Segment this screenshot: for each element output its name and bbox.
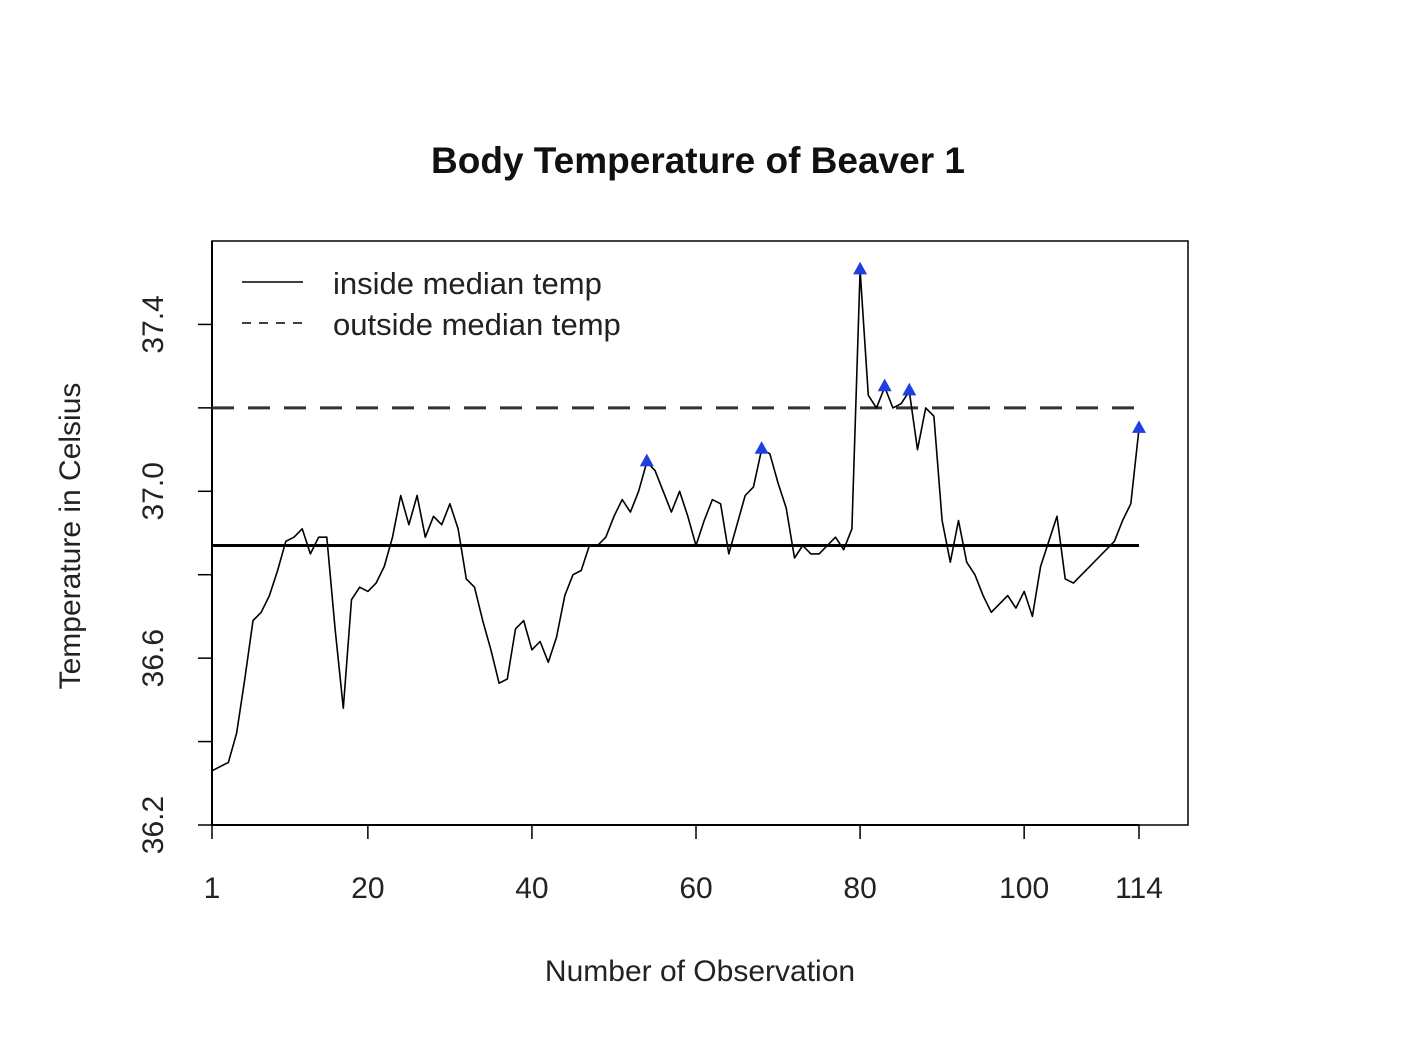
legend-entry-inside-median: inside median temp [333,266,602,301]
highlight-point-83 [877,378,892,392]
x-tick-label-80: 80 [843,872,876,905]
highlighted-points [639,261,1146,467]
x-tick-label-20: 20 [351,872,384,905]
x-tick-label-114: 114 [1115,872,1163,905]
y-tick-label-37.4: 37.4 [137,295,170,353]
x-tick-label-100: 100 [999,872,1049,905]
highlight-point-54 [639,453,654,467]
highlight-point-68 [754,441,769,454]
y-tick-label-36.6: 36.6 [137,629,170,687]
highlight-point-114 [1132,420,1146,433]
chart-title: Body Temperature of Beaver 1 [431,140,965,181]
y-axis-label: Temperature in Celsius [54,383,87,690]
y-tick-label-36.2: 36.2 [137,796,170,854]
legend: inside median temp outside median temp [242,266,621,342]
x-axis-label: Number of Observation [545,955,855,988]
x-tick-label-40: 40 [515,872,548,905]
highlight-point-80 [853,261,868,275]
legend-entry-outside-median: outside median temp [333,307,621,342]
x-tick-label-60: 60 [679,872,712,905]
y-ticks: 36.2 36.6 37.0 37.4 [137,295,212,854]
highlight-point-86 [902,382,917,396]
y-tick-label-37: 37.0 [137,462,170,520]
reference-lines [212,406,1139,548]
series-line-0 [211,269,1140,772]
x-tick-label-1: 1 [204,872,221,905]
series-group [211,269,1140,772]
x-ticks: 1 20 40 60 80 100 114 [204,825,1163,905]
